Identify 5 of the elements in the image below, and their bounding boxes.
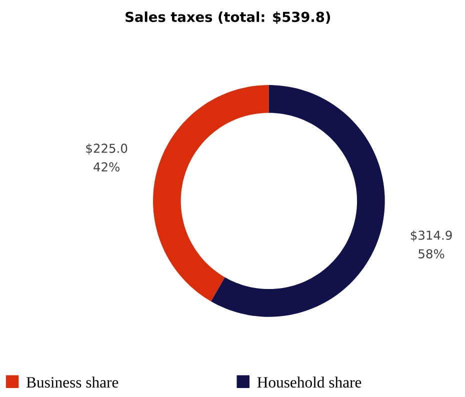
chart-title: Sales taxes (total: $539.8) — [126, 12, 330, 24]
data-label: $314.9 58% — [410, 230, 452, 259]
legend-label: Household share — [257, 376, 362, 388]
legend-label: Business share — [26, 376, 118, 388]
data-label: $225.0 42% — [86, 144, 128, 172]
